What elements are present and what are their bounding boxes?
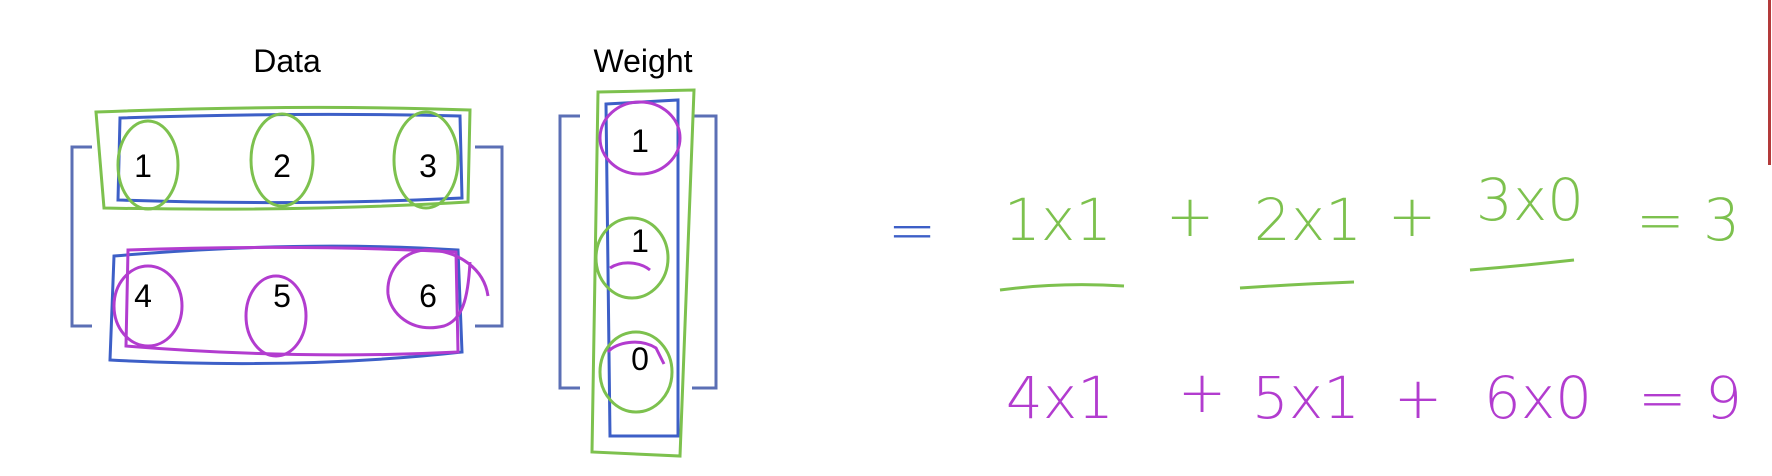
data-cell-r2c1: 4 bbox=[134, 278, 152, 314]
weight-title: Weight bbox=[593, 43, 692, 79]
weight-left-bracket bbox=[558, 114, 580, 390]
weight-circles bbox=[594, 100, 682, 414]
data-cell-r1c2: 2 bbox=[273, 148, 291, 184]
row2-term3: 6x0 bbox=[1484, 364, 1592, 432]
computation-row2: 4x1 + 5x1 + 6x0 = 9 bbox=[1006, 358, 1742, 432]
row1-term3: 3x0 bbox=[1476, 166, 1584, 234]
data-title: Data bbox=[253, 43, 321, 79]
data-right-bracket bbox=[475, 145, 504, 328]
row2-result: = 9 bbox=[1638, 364, 1742, 432]
data-cell-r2c3: 6 bbox=[419, 278, 437, 314]
weight-cell-2: 1 bbox=[631, 223, 649, 259]
data-cell-r1c1: 1 bbox=[134, 148, 152, 184]
computation-row1: 1x1 + 2x1 + 3x0 = 3 bbox=[1004, 166, 1740, 254]
weight-vector-brackets bbox=[558, 114, 718, 390]
data-cell-r1c3: 3 bbox=[419, 148, 437, 184]
weight-right-bracket bbox=[692, 114, 718, 390]
data-matrix-brackets bbox=[70, 145, 504, 328]
weight-column-highlight bbox=[590, 88, 696, 458]
row2-plus1: + bbox=[1178, 358, 1227, 426]
row2-plus2: + bbox=[1394, 364, 1443, 432]
row1-underlines bbox=[999, 258, 1575, 292]
data-row1-circles bbox=[116, 110, 460, 211]
equals-sign: = bbox=[888, 196, 937, 264]
row2-term2: 5x1 bbox=[1252, 364, 1360, 432]
row2-term1: 4x1 bbox=[1006, 364, 1114, 432]
row1-term1: 1x1 bbox=[1004, 186, 1112, 254]
weight-cell-1: 1 bbox=[631, 123, 649, 159]
data-row1-highlight bbox=[94, 105, 472, 211]
data-row2-circles bbox=[112, 248, 490, 358]
weight-cell-3: 0 bbox=[631, 341, 649, 377]
row1-term2: 2x1 bbox=[1254, 186, 1362, 254]
data-cell-r2c2: 5 bbox=[273, 278, 291, 314]
row1-result: = 3 bbox=[1636, 186, 1740, 254]
data-left-bracket bbox=[70, 145, 92, 328]
row1-plus1: + bbox=[1166, 182, 1215, 250]
edge-divider bbox=[1768, 0, 1771, 165]
data-row2-highlight bbox=[108, 244, 464, 366]
row1-plus2: + bbox=[1388, 182, 1437, 250]
